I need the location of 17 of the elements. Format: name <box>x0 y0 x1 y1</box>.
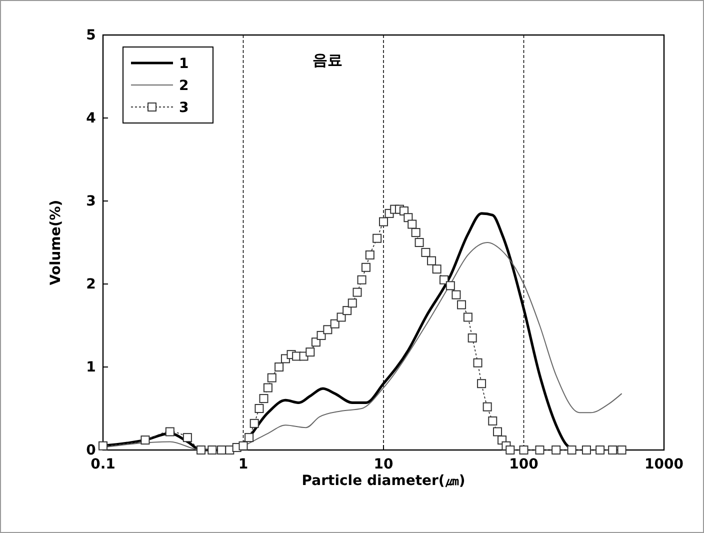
x-tick-label: 1000 <box>644 456 684 472</box>
y-tick-label: 2 <box>86 276 96 292</box>
text: 음료 <box>312 51 343 69</box>
y-tick-label: 3 <box>86 193 96 210</box>
y-tick-label: 0 <box>86 442 96 458</box>
x-tick-label: 10 <box>374 456 394 472</box>
x-tick-label: 100 <box>509 456 539 472</box>
y-tick-label: 1 <box>86 359 96 376</box>
legend-label: 3 <box>179 100 189 116</box>
x-tick-label: 1 <box>238 456 248 472</box>
legend-label: 2 <box>179 78 189 94</box>
legend-label: 1 <box>179 56 189 72</box>
y-axis-title: Volume(%) <box>48 200 64 286</box>
x-tick-label: 0.1 <box>90 456 116 472</box>
y-tick-label: 4 <box>86 110 96 126</box>
x-axis-title: Particle diameter(㎛) <box>302 473 466 489</box>
y-tick-label: 5 <box>86 27 96 44</box>
